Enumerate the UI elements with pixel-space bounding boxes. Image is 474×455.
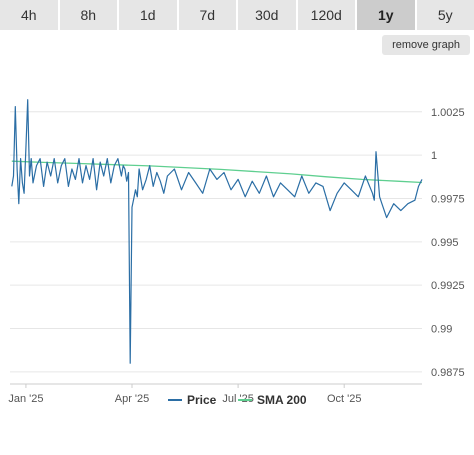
y-tick-label: 0.9975 <box>431 193 465 205</box>
range-tabs: 4h 8h 1d 7d 30d 120d 1y 5y <box>0 0 474 30</box>
y-tick-label: 0.995 <box>431 237 459 249</box>
range-tab-7d[interactable]: 7d <box>178 0 238 30</box>
legend-sma-200-label: SMA 200 <box>257 393 307 407</box>
x-tick-label: Jan '25 <box>8 393 43 405</box>
range-tab-30d[interactable]: 30d <box>238 0 298 30</box>
grid-lines <box>10 111 422 385</box>
y-tick-label: 0.9925 <box>431 280 465 292</box>
price-chart: 0.9875 0.99 0.9925 0.995 0.9975 1 1.0025 Jan '… <box>8 99 465 407</box>
range-tab-120d[interactable]: 120d <box>297 0 357 30</box>
range-tab-5y[interactable]: 5y <box>416 0 474 30</box>
price-line <box>11 99 423 364</box>
range-tab-8h[interactable]: 8h <box>59 0 119 30</box>
y-tick-label: 1.0025 <box>431 107 465 119</box>
range-tab-4h[interactable]: 4h <box>0 0 60 30</box>
series-lines <box>11 99 423 364</box>
range-tab-1y[interactable]: 1y <box>357 0 417 30</box>
range-tab-1d[interactable]: 1d <box>119 0 179 30</box>
x-tick-label: Oct '25 <box>327 393 362 405</box>
y-tick-label: 1 <box>431 150 437 162</box>
x-tick-label: Apr '25 <box>115 393 150 405</box>
remove-graph-button[interactable]: remove graph <box>382 35 470 55</box>
sma-200-line <box>11 160 423 184</box>
y-tick-label: 0.9875 <box>431 367 465 379</box>
y-tick-label: 0.99 <box>431 324 452 336</box>
legend: Price SMA 200 <box>168 393 307 407</box>
y-axis-ticks: 0.9875 0.99 0.9925 0.995 0.9975 1 1.0025 <box>431 107 465 379</box>
legend-price-label: Price <box>187 393 217 407</box>
